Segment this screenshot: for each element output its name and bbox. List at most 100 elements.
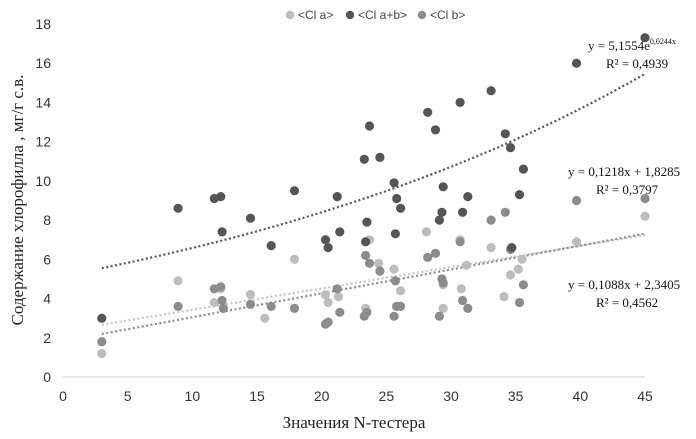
point-cl-b-31	[500, 207, 510, 217]
point-cl-a-9	[333, 292, 344, 302]
point-cl-a-0	[97, 348, 107, 359]
point-cl-a-6	[289, 254, 300, 264]
point-cl-ab-7	[289, 186, 300, 196]
point-cl-a-2	[209, 297, 219, 308]
point-cl-b-36	[640, 193, 650, 204]
x-tick-30: 30	[443, 388, 459, 404]
point-cl-ab-27	[458, 207, 468, 217]
legend-entry-cl-a: <Cl a>	[285, 8, 333, 22]
r2-cl-b: R² = 0,3797	[596, 182, 659, 197]
point-cl-ab-36	[640, 33, 650, 43]
point-cl-a-25	[513, 264, 523, 274]
y-tick-14: 14	[35, 94, 51, 110]
point-cl-b-33	[514, 297, 525, 308]
point-cl-ab-18	[390, 229, 400, 239]
point-cl-b-30	[486, 215, 496, 225]
point-cl-b-3	[216, 282, 226, 292]
point-cl-b-11	[332, 284, 342, 294]
point-cl-ab-6	[266, 241, 276, 251]
legend-entry-cl-b: <Cl b>	[417, 8, 465, 22]
series-cl-a	[97, 211, 650, 359]
point-cl-ab-13	[361, 237, 371, 247]
point-cl-ab-10	[332, 192, 342, 202]
point-cl-b-28	[458, 295, 468, 306]
x-tick-45: 45	[637, 388, 653, 404]
point-cl-ab-22	[430, 125, 441, 135]
equation-cl-b-text: y = 0,1218x + 1,8285	[568, 164, 680, 179]
point-cl-a-28	[640, 211, 650, 221]
legend-entry-cl-ab: <Cl a+b>	[345, 8, 407, 22]
point-cl-ab-20	[396, 203, 406, 213]
trendline-cl-ab	[101, 72, 646, 270]
point-cl-a-18	[438, 303, 448, 313]
y-tick-12: 12	[35, 134, 51, 150]
x-tick-labels: 0 5 10 15 20 25 30 35 40 45	[59, 388, 653, 404]
trendline-cl-b	[101, 232, 646, 336]
y-tick-8: 8	[43, 212, 51, 228]
point-cl-b-4	[217, 295, 227, 306]
x-axis-title: Значения N-тестера	[283, 413, 426, 432]
y-tick-18: 18	[35, 16, 51, 32]
point-cl-a-7	[320, 290, 331, 300]
point-cl-a-13	[389, 264, 399, 274]
point-cl-a-20	[456, 284, 466, 294]
legend: <Cl a> <Cl a+b> <Cl b>	[285, 8, 465, 22]
point-cl-a-21	[461, 260, 472, 270]
point-cl-ab-31	[505, 143, 516, 153]
point-cl-b-24	[434, 311, 444, 321]
legend-label-cl-a: <Cl a>	[298, 8, 333, 22]
y-tick-2: 2	[43, 330, 51, 346]
point-cl-b-29	[463, 303, 473, 313]
point-cl-ab-24	[437, 207, 447, 217]
point-cl-b-17	[375, 266, 385, 276]
data-points	[97, 33, 650, 359]
point-cl-a-5	[260, 313, 270, 323]
trendline-cl-a	[101, 234, 646, 326]
point-cl-ab-9	[323, 243, 333, 253]
point-cl-a-16	[421, 227, 431, 237]
point-cl-b-14	[361, 250, 371, 260]
equation-cl-a-text: y = 0,1088x + 2,3405	[568, 277, 680, 292]
point-cl-ab-19	[392, 193, 402, 204]
point-cl-ab-21	[423, 107, 433, 117]
point-cl-ab-12	[359, 154, 369, 164]
x-tick-5: 5	[124, 388, 132, 404]
point-cl-a-4	[245, 290, 256, 300]
legend-marker-cl-a	[285, 10, 295, 20]
point-cl-ab-33	[514, 190, 525, 200]
point-cl-b-23	[430, 248, 441, 258]
point-cl-ab-28	[463, 192, 473, 202]
point-cl-a-27	[571, 237, 582, 247]
x-tick-0: 0	[59, 388, 67, 404]
point-cl-ab-4	[217, 227, 227, 237]
x-tick-10: 10	[185, 388, 201, 404]
point-cl-b-5	[218, 303, 228, 313]
point-cl-b-27	[455, 237, 465, 247]
point-cl-ab-32	[507, 243, 517, 253]
point-cl-a-8	[323, 297, 333, 308]
series-cl-b	[97, 193, 650, 347]
point-cl-ab-1	[173, 203, 183, 213]
point-cl-b-19	[390, 276, 400, 286]
x-tick-40: 40	[573, 388, 589, 404]
point-cl-a-22	[486, 243, 496, 253]
x-tick-35: 35	[508, 388, 524, 404]
point-cl-a-15	[396, 286, 406, 296]
point-cl-ab-35	[571, 58, 582, 68]
x-tick-20: 20	[314, 388, 330, 404]
equation-cl-b: y = 0,1218x + 1,8285 R² = 0,3797	[568, 164, 680, 197]
point-cl-b-10	[323, 317, 333, 327]
y-tick-16: 16	[35, 55, 51, 71]
r2-cl-a: R² = 0,4562	[596, 295, 658, 310]
equation-cl-ab-base: y = 5,1554e	[588, 38, 650, 53]
point-cl-b-21	[396, 301, 406, 311]
point-cl-a-24	[505, 270, 516, 280]
equation-cl-a: y = 0,1088x + 2,3405 R² = 0,4562	[568, 277, 680, 310]
y-tick-10: 10	[35, 173, 51, 189]
x-tick-25: 25	[379, 388, 395, 404]
point-cl-ab-30	[500, 129, 510, 139]
r2-cl-ab: R² = 0,4939	[606, 56, 668, 71]
point-cl-b-15	[362, 307, 372, 317]
point-cl-b-12	[335, 307, 345, 317]
y-axis-title: Содержание хлорофилла , мг/г с.в.	[8, 75, 27, 326]
